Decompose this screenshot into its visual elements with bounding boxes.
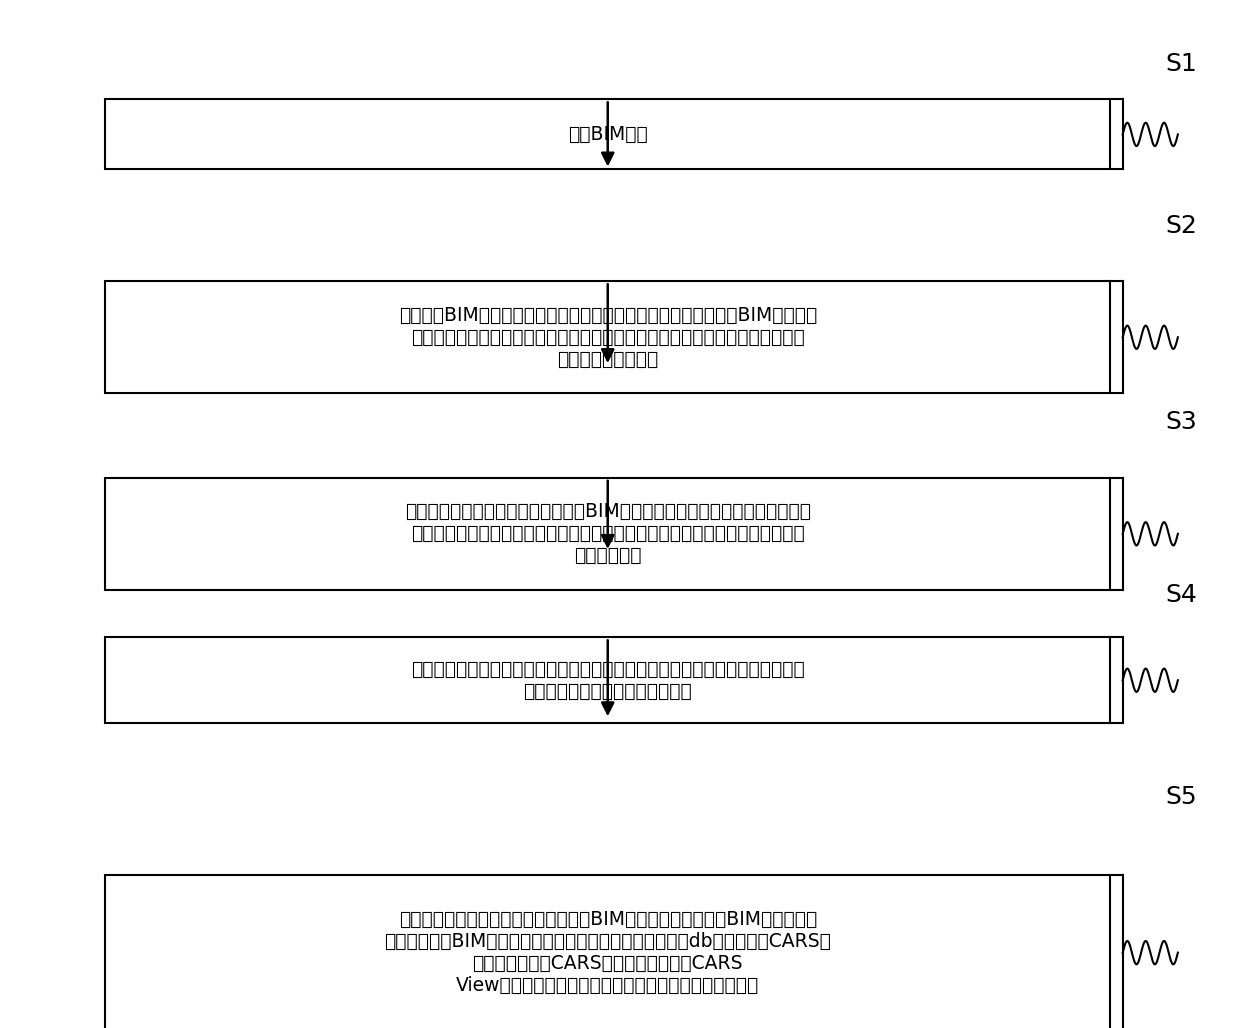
Text: S1: S1 (1166, 52, 1198, 76)
FancyBboxPatch shape (105, 100, 1111, 170)
Text: 基于构件合并离散算法，将所述参数化几何表达模型转化为可供计算机直接显示
的点、线、面等基本几何表达单元: 基于构件合并离散算法，将所述参数化几何表达模型转化为可供计算机直接显示 的点、线… (410, 660, 805, 701)
Text: S3: S3 (1166, 410, 1198, 435)
FancyBboxPatch shape (105, 282, 1111, 393)
Text: 获取BIM模型: 获取BIM模型 (568, 124, 647, 144)
Text: S4: S4 (1166, 583, 1198, 607)
Text: 基于所述基本几何表达单元得到轻量化BIM模型，将所述轻量化BIM模型封装为
由所述轻量化BIM模型的三角面片几何数据文件和属性数据db文件组合的CARS轻
量化: 基于所述基本几何表达单元得到轻量化BIM模型，将所述轻量化BIM模型封装为 由所… (384, 910, 831, 995)
FancyBboxPatch shape (105, 637, 1111, 723)
Text: S5: S5 (1166, 785, 1198, 809)
Text: 基于所述简化语义信息集合，将所述BIM模型中与每一个构件关联的几何表达进
行归并，并根据实例号对几何形体相同而位置不同的构件进行标识，得到参数化
几何表达模型: 基于所述简化语义信息集合，将所述BIM模型中与每一个构件关联的几何表达进 行归并… (404, 503, 811, 565)
FancyBboxPatch shape (105, 478, 1111, 590)
Text: 提取所述BIM模型中的语义信息集合，所述语义信息集合包括所述BIM模型中每
一个构件的基本属性、属性集合和关联关系，并将重复的语义信息进行合并，得
到简化语义信: 提取所述BIM模型中的语义信息集合，所述语义信息集合包括所述BIM模型中每 一个… (398, 305, 817, 369)
Text: S2: S2 (1166, 214, 1198, 237)
FancyBboxPatch shape (105, 875, 1111, 1028)
